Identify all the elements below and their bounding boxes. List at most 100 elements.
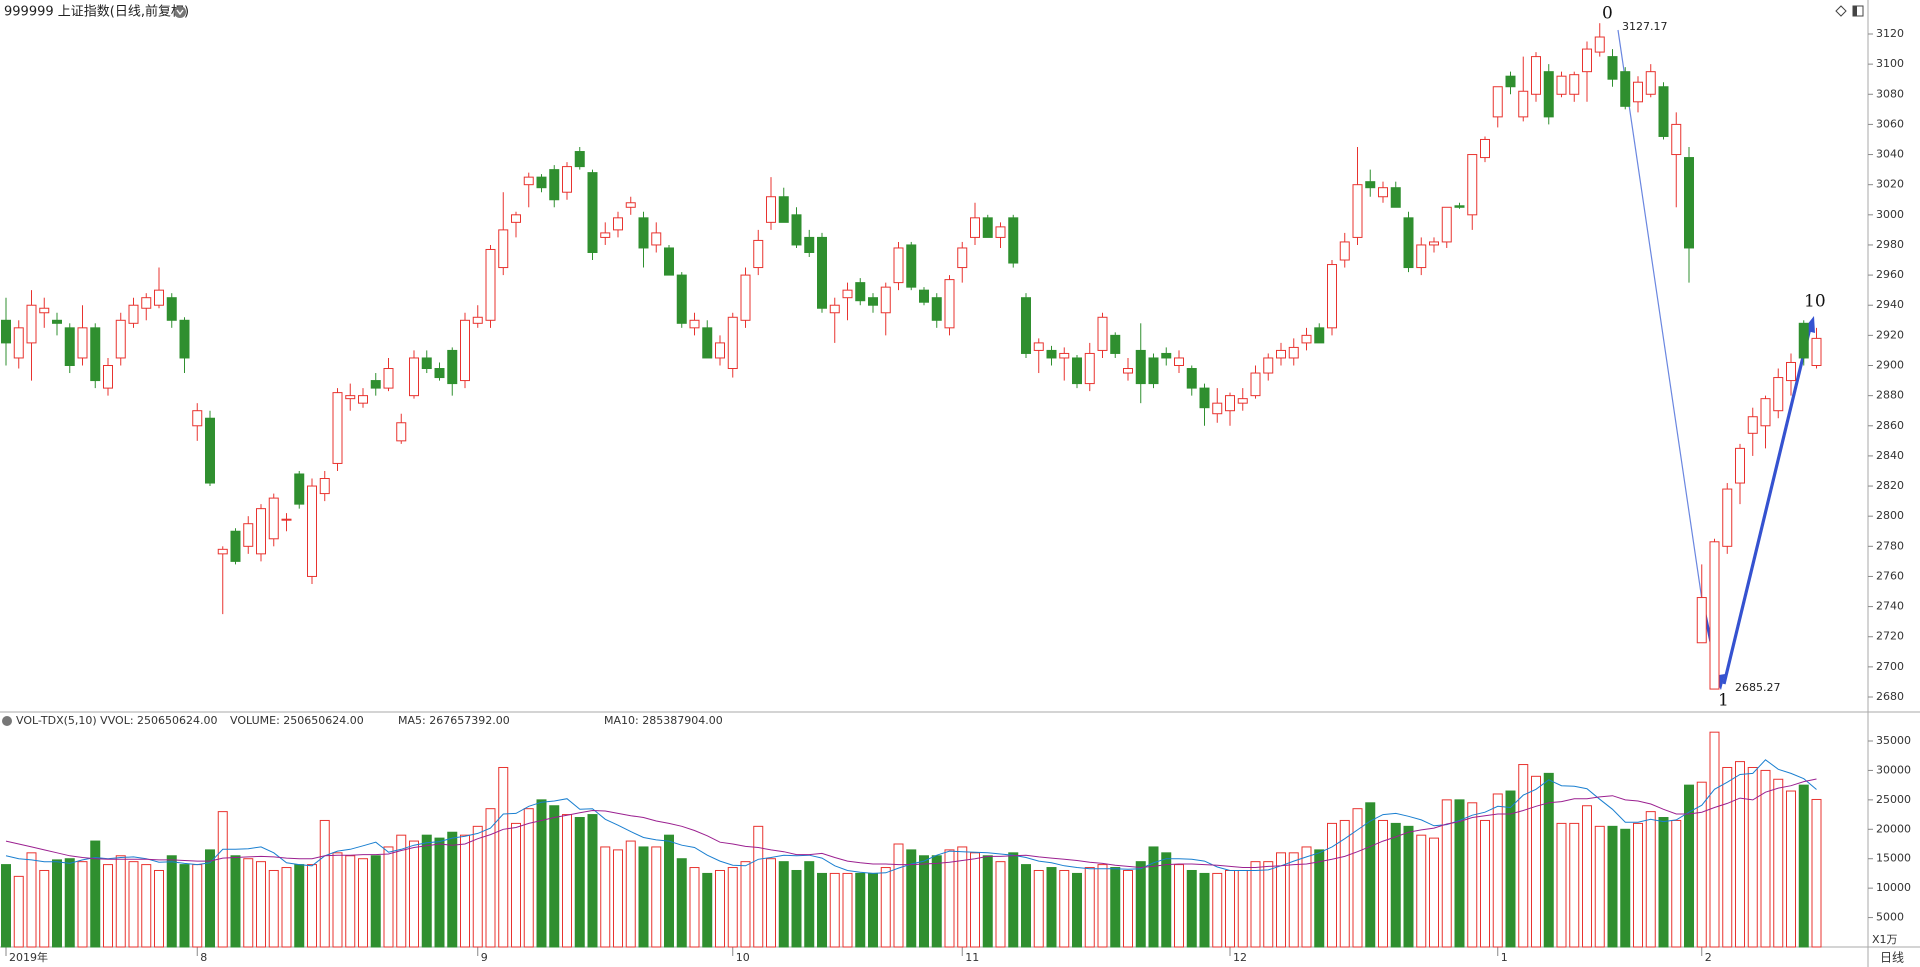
dropdown-icon[interactable] <box>174 6 186 18</box>
candle-body <box>536 176 547 189</box>
candle-body <box>625 202 636 208</box>
volume-bar <box>1263 861 1274 948</box>
candle-body <box>421 357 432 370</box>
volume-bar <box>1684 784 1694 948</box>
volume-bar <box>982 855 993 948</box>
candle-body <box>1186 368 1197 389</box>
candle-body <box>485 248 496 321</box>
volume-bar <box>64 858 75 948</box>
volume-bar <box>409 840 419 948</box>
candle-body <box>1046 349 1057 359</box>
trend-arrow <box>1722 327 1812 685</box>
candle-body <box>715 342 725 359</box>
volume-bar <box>1773 778 1784 948</box>
volume-bar <box>1301 846 1312 948</box>
y-tick-label: 25000 <box>1876 793 1911 806</box>
volume-bar <box>651 846 662 948</box>
x-tick-label: 10 <box>736 951 750 964</box>
volume-bar <box>970 852 980 948</box>
candle-body <box>778 196 789 223</box>
candle-body <box>1352 184 1363 238</box>
volume-bar <box>1594 825 1605 948</box>
volume-bar <box>243 858 254 948</box>
volume-bar <box>179 864 190 948</box>
volume-bar <box>1696 781 1707 948</box>
candle-body <box>1467 154 1478 216</box>
y-tick-label: 2780 <box>1876 539 1904 552</box>
y-tick-label: 2740 <box>1876 600 1904 613</box>
volume-bar <box>1110 867 1121 948</box>
candle-body <box>52 319 62 324</box>
candle-body <box>511 214 521 223</box>
volume-bar <box>1811 798 1822 948</box>
volume-bar <box>52 859 62 948</box>
volume-bar <box>1314 849 1325 948</box>
volume-bar <box>1454 799 1465 948</box>
candle-body <box>1339 241 1350 261</box>
candle-body <box>600 232 611 238</box>
volume-bar <box>434 837 445 948</box>
candle-body <box>447 349 458 385</box>
candle-body <box>128 304 139 324</box>
volume-bar <box>1480 819 1490 948</box>
candle-body <box>1378 187 1388 198</box>
volume-bar <box>166 855 177 948</box>
candle-body <box>230 530 241 562</box>
volume-bar <box>421 834 432 948</box>
wave-label: 0 <box>1602 4 1613 24</box>
volume-bar <box>1429 837 1439 948</box>
volume-bar <box>1008 852 1019 948</box>
volume-bar <box>906 849 917 948</box>
candle-body <box>1429 241 1439 246</box>
y-tick-label: 2680 <box>1876 690 1904 703</box>
dropdown-icon[interactable] <box>2 716 12 726</box>
y-tick-label: 35000 <box>1876 734 1911 747</box>
volume-bar <box>1186 869 1197 948</box>
period-label: 日线 <box>1880 951 1904 965</box>
candle-body <box>1492 86 1503 118</box>
volume-bar <box>613 849 623 948</box>
volume-bar <box>1327 822 1337 948</box>
volume-bar <box>1633 822 1643 948</box>
volume-bar <box>154 869 164 948</box>
volume-bar <box>1225 869 1235 948</box>
ma-line <box>5 778 1817 869</box>
candle-body <box>1633 81 1643 103</box>
volume-bar <box>931 855 942 948</box>
y-tick-label: 15000 <box>1876 852 1911 865</box>
diamond-icon[interactable] <box>1835 5 1847 17</box>
volume-bar <box>1569 822 1580 948</box>
volume-bar <box>1059 869 1070 948</box>
volume-bar <box>90 840 101 948</box>
candle-body <box>523 176 534 186</box>
volume-bar <box>332 852 343 948</box>
volume-bar <box>281 867 292 948</box>
volume-bar <box>995 861 1006 948</box>
volume-bar <box>817 872 827 948</box>
legend: VOLUME: 250650624.00 MA5: 267657392.00 MA1… <box>230 714 723 727</box>
x-tick-label: 1 <box>1501 951 1508 964</box>
volume-bar <box>1033 869 1044 948</box>
candle-body <box>1403 217 1414 269</box>
candle-body <box>638 217 649 249</box>
volume-bar <box>1531 775 1541 948</box>
candle-body <box>13 327 24 359</box>
volume-bar <box>1658 817 1669 948</box>
wave-label: 1 <box>1718 691 1729 711</box>
candle-body <box>115 319 126 359</box>
candle-body <box>689 319 700 329</box>
volume-bar <box>1161 852 1172 948</box>
volume-bar <box>1097 864 1108 948</box>
candle-body <box>192 410 203 427</box>
volume-bar <box>1390 822 1401 948</box>
volume-bar <box>1760 769 1771 948</box>
x-tick-label: 9 <box>481 951 488 964</box>
volume-bar <box>1378 819 1388 948</box>
candle-body <box>804 236 815 253</box>
candle-body <box>1684 157 1694 249</box>
candle-body <box>396 422 407 442</box>
y-tick-label: 5000 <box>1876 911 1904 924</box>
candle-body <box>931 297 942 321</box>
candle-body <box>460 319 470 382</box>
candle-body <box>1327 264 1337 329</box>
